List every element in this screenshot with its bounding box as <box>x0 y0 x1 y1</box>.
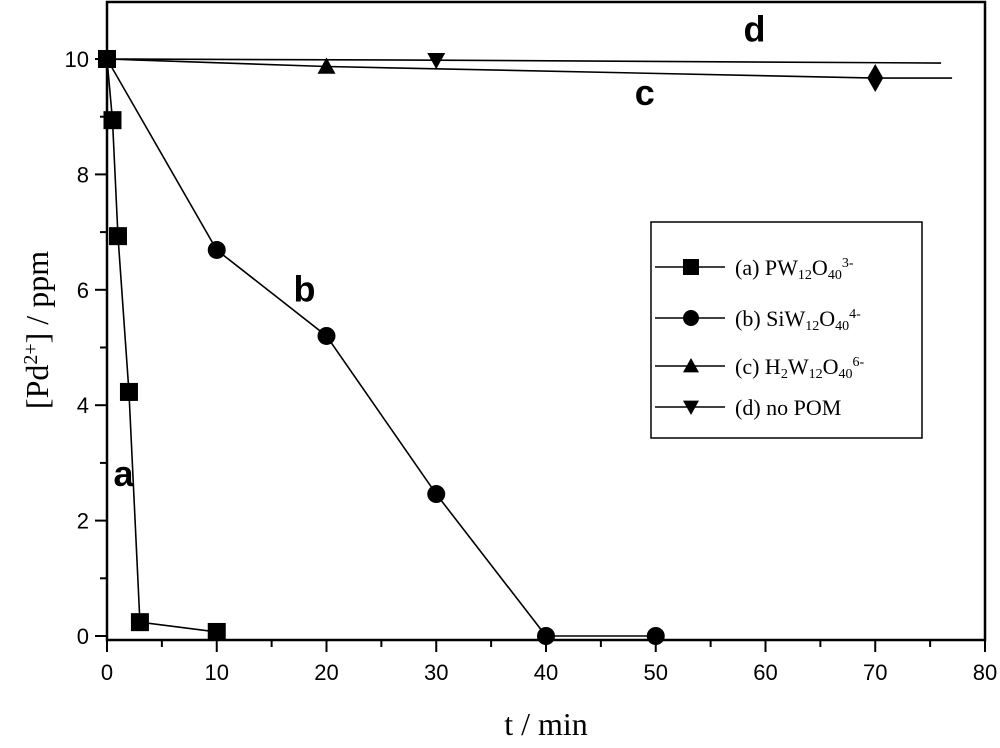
legend-item-c: (c) H2W12O406- <box>655 354 864 382</box>
text-part: [Pd <box>19 365 55 409</box>
text-part: (b) SiW <box>735 306 806 331</box>
series-line-c <box>106 58 953 79</box>
data-point-c <box>867 64 884 93</box>
y-tick-label: 0 <box>77 624 89 649</box>
x-tick-label: 10 <box>205 660 229 685</box>
superscript: 2+ <box>20 343 42 364</box>
x-tick-label: 70 <box>863 660 887 685</box>
data-point-b <box>537 627 555 645</box>
annotations: a b c d <box>113 9 765 494</box>
x-tick-label: 60 <box>753 660 777 685</box>
x-tick-label: 30 <box>424 660 448 685</box>
data-point-c <box>317 57 336 74</box>
legend: (a) PW12O403-(b) SiW12O404-(c) H2W12O406… <box>650 221 923 439</box>
subscript: 12 <box>805 319 819 334</box>
legend-item-b: (b) SiW12O404- <box>655 306 861 334</box>
superscript: 6- <box>852 355 864 370</box>
legend-label: (d) no POM <box>735 395 841 420</box>
legend-item-a: (a) PW12O403- <box>655 255 854 283</box>
data-point-a <box>108 227 127 246</box>
y-axis-label: [Pd2+] / ppm <box>19 251 55 409</box>
subscript: 40 <box>838 367 852 382</box>
text-part: O <box>812 255 828 280</box>
x-tick-label: 50 <box>644 660 668 685</box>
legend-marker-triangle-down-icon <box>683 400 699 415</box>
subscript: 40 <box>835 319 849 334</box>
legend-label: (a) PW12O403- <box>735 255 854 283</box>
series-line-b <box>106 58 656 637</box>
text-part: (d) no POM <box>735 395 841 420</box>
legend-label: (b) SiW12O404- <box>735 306 861 334</box>
x-tick-label: 80 <box>973 660 997 685</box>
text-part: ] / ppm <box>19 251 55 344</box>
x-axis-label: t / min <box>504 706 588 742</box>
series-b <box>98 50 665 645</box>
data-point-b <box>207 240 226 259</box>
y-tick-label: 4 <box>77 393 89 418</box>
series-annotation-d: d <box>744 9 766 50</box>
subscript: 12 <box>798 268 812 283</box>
y-tick-label: 6 <box>77 278 89 303</box>
text-part: (c) H <box>735 354 781 379</box>
subscript: 2 <box>781 367 788 382</box>
legend-marker-circle-icon <box>683 310 699 326</box>
superscript: 4- <box>849 307 861 322</box>
x-tick-label: 0 <box>101 660 113 685</box>
legend-item-d: (d) no POM <box>655 395 841 420</box>
legend-label: (c) H2W12O406- <box>735 354 864 382</box>
series-annotation-b: b <box>294 268 316 309</box>
x-tick-label: 20 <box>314 660 338 685</box>
data-point-d <box>427 52 446 70</box>
series-line-a <box>106 58 217 633</box>
x-tick-label: 40 <box>534 660 558 685</box>
subscript: 40 <box>828 268 842 283</box>
legend-marker-square-icon <box>683 259 699 275</box>
subscript: 12 <box>809 367 823 382</box>
series-annotation-a: a <box>113 453 134 494</box>
data-point-a <box>130 613 149 632</box>
series-c <box>98 50 953 93</box>
data-point-a <box>103 111 122 130</box>
legend-marker-triangle-up-icon <box>683 358 699 373</box>
series-line-d <box>106 58 942 64</box>
y-tick-label: 2 <box>77 509 89 534</box>
text-part: O <box>819 306 835 331</box>
text-part: (a) PW <box>735 255 798 280</box>
data-point-d <box>98 51 116 68</box>
text-part: W <box>788 354 809 379</box>
text-part: O <box>823 354 839 379</box>
data-point-a <box>119 382 138 401</box>
data-point-b <box>646 627 665 645</box>
superscript: 3- <box>842 256 854 271</box>
series-layer <box>98 50 953 645</box>
data-point-b <box>427 485 446 504</box>
y-tick-label: 10 <box>65 47 89 72</box>
y-tick-label: 8 <box>77 162 89 187</box>
series-d <box>98 51 942 70</box>
series-annotation-c: c <box>635 72 655 113</box>
data-point-a <box>207 622 226 641</box>
data-point-b <box>317 326 336 345</box>
series-a <box>98 50 226 641</box>
